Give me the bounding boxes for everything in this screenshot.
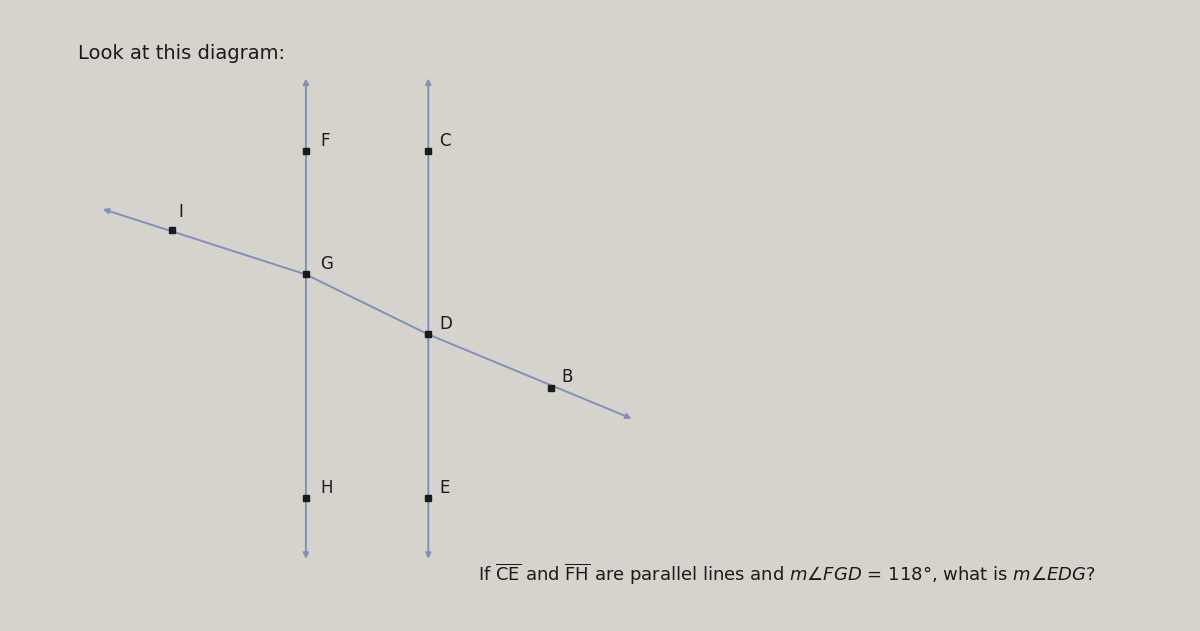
Text: If $\overline{\rm CE}$ and $\overline{\rm FH}$ are parallel lines and $m\angle F: If $\overline{\rm CE}$ and $\overline{\r…	[479, 562, 1096, 587]
Text: B: B	[562, 368, 574, 386]
Text: G: G	[320, 254, 334, 273]
Text: F: F	[320, 131, 330, 150]
Text: C: C	[439, 131, 451, 150]
Text: I: I	[178, 203, 182, 221]
Text: D: D	[439, 314, 452, 333]
Text: H: H	[320, 478, 332, 497]
Text: Look at this diagram:: Look at this diagram:	[78, 44, 284, 63]
Text: E: E	[439, 478, 450, 497]
